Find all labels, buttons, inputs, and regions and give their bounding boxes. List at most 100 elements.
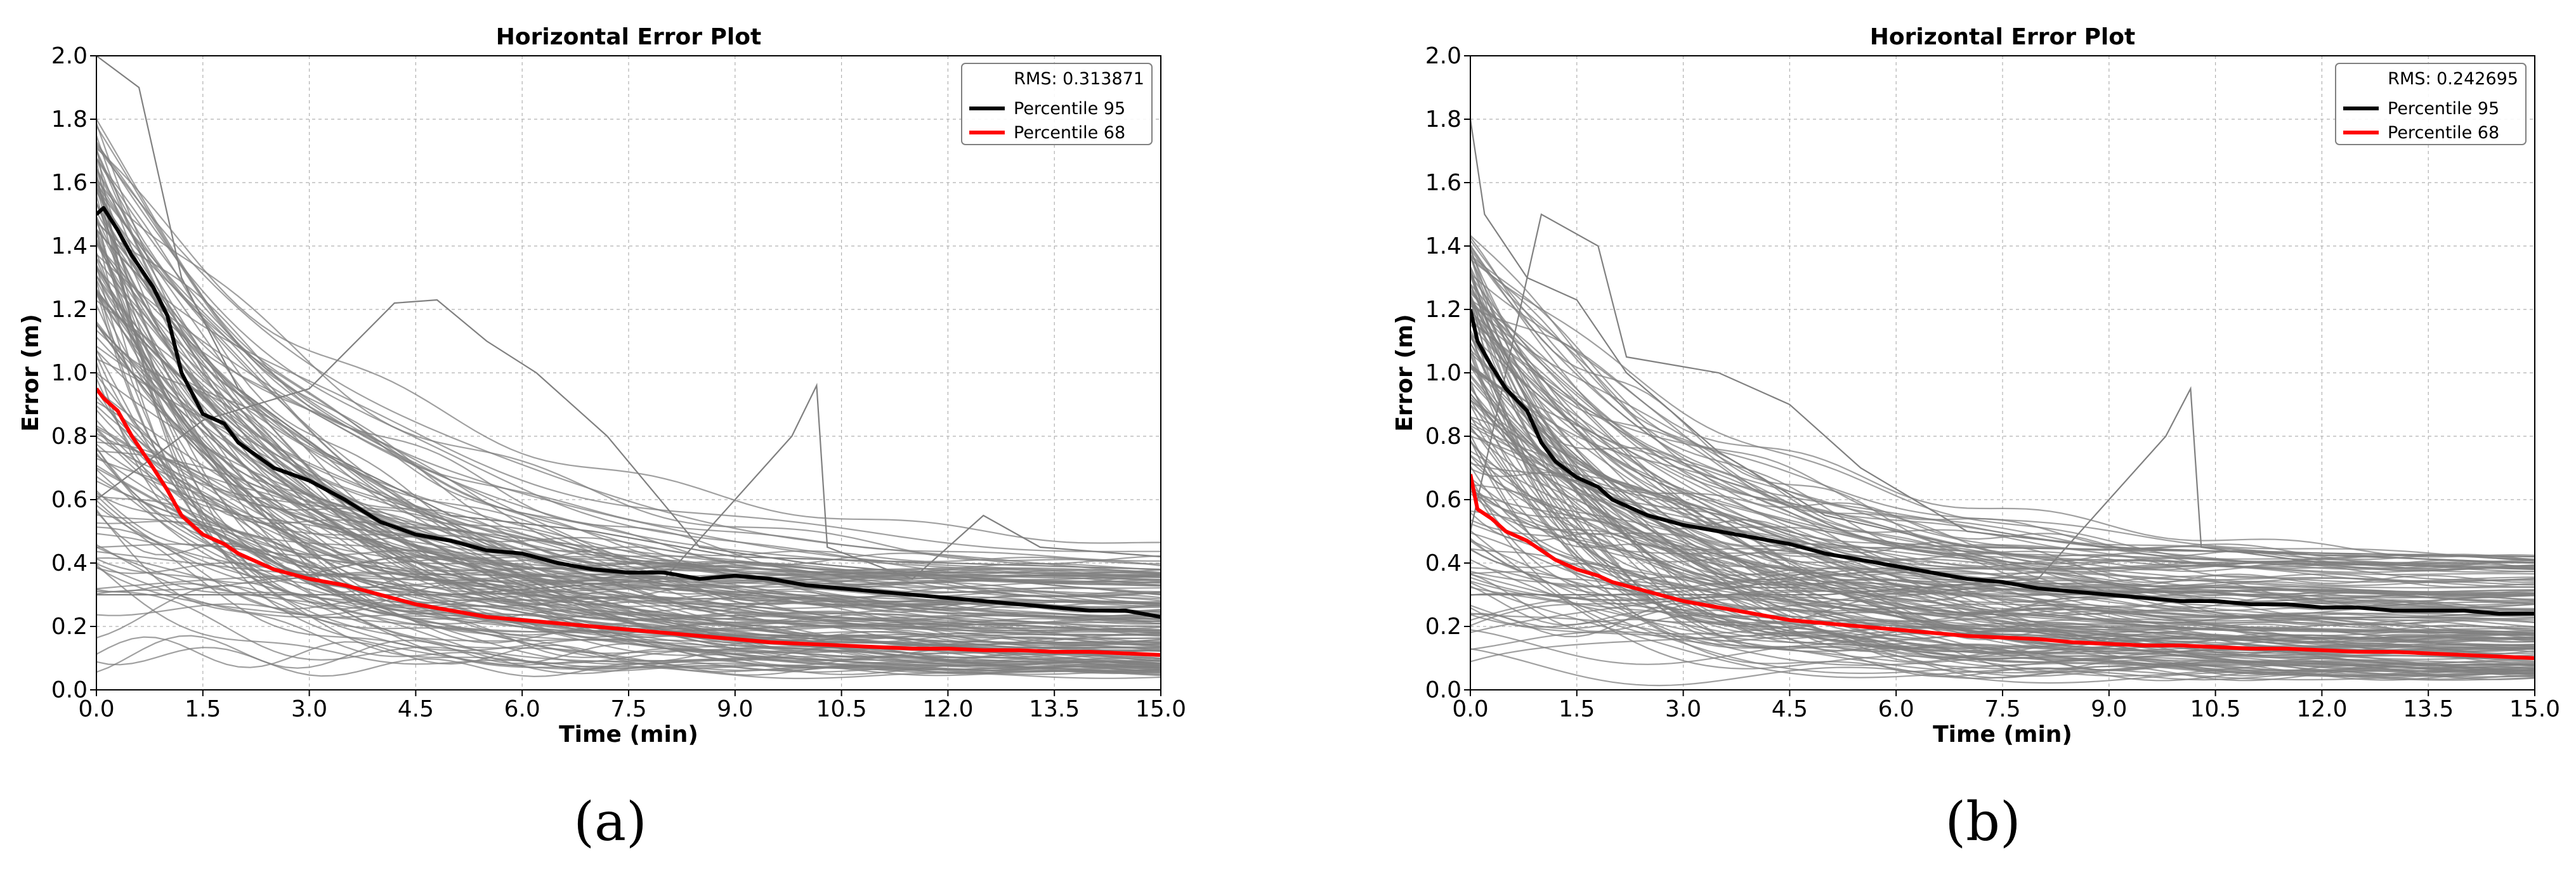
simulation-run-line xyxy=(1470,295,2535,596)
simulation-run-line xyxy=(1470,119,2535,558)
panel-b: 0.0 1.5 3.0 4.5 6.0 7.5 9.0 10.5 12.0 13.5 15.00.0… xyxy=(1392,24,2560,853)
legend: RMS: 0.242695 Percentile 95 Percentile 68 xyxy=(2335,63,2527,145)
legend-percentile-68-label: Percentile 68 xyxy=(1014,123,1125,143)
percentile-95-line xyxy=(1470,309,2535,616)
x-tick-label: 12.0 xyxy=(2296,696,2347,722)
chart-title: Horizontal Error Plot xyxy=(1870,24,2135,50)
panel-caption: (b) xyxy=(1945,791,2020,853)
simulation-run-line xyxy=(1470,416,2535,562)
simulation-run-line xyxy=(96,228,1161,552)
legend-box xyxy=(961,63,1153,145)
y-tick-label: 1.2 xyxy=(1425,297,1461,323)
panel-caption: (a) xyxy=(573,791,647,853)
simulation-run-line xyxy=(96,526,1161,644)
simulation-run-line xyxy=(96,183,1161,623)
simulation-run-line xyxy=(96,573,1161,590)
y-tick-label: 0.0 xyxy=(51,677,88,703)
simulation-run-line xyxy=(96,145,1161,574)
x-tick-label: 6.0 xyxy=(504,696,540,722)
simulation-run-line xyxy=(1470,629,2535,665)
y-tick-label: 1.0 xyxy=(1425,360,1461,386)
simulation-run-line xyxy=(96,405,1161,634)
simulation-run-line xyxy=(1470,289,2535,666)
legend-rms-value: RMS: 0.313871 xyxy=(1014,69,1144,89)
x-tick-label: 9.0 xyxy=(717,696,753,722)
simulation-run-line xyxy=(1470,587,2535,675)
simulation-run-line xyxy=(96,259,1161,623)
x-tick-label: 3.0 xyxy=(291,696,327,722)
simulation-run-line xyxy=(1470,249,2535,596)
x-tick-label: 15.0 xyxy=(2509,696,2560,722)
simulation-run-line xyxy=(1470,468,2535,569)
simulation-run-line xyxy=(1470,519,2535,637)
x-tick-label: 9.0 xyxy=(2091,696,2127,722)
simulation-run-line xyxy=(1470,612,2535,671)
y-axis-label: Error (m) xyxy=(1392,314,1418,432)
y-tick-label: 1.2 xyxy=(51,297,88,323)
x-tick-label: 4.5 xyxy=(398,696,434,722)
y-tick-label: 2.0 xyxy=(51,43,88,69)
x-axis: 0.0 1.5 3.0 4.5 6.0 7.5 9.0 10.5 12.0 13.5 15.0 xyxy=(78,690,1186,722)
chart-title: Horizontal Error Plot xyxy=(496,24,761,50)
percentile-series xyxy=(96,206,1161,657)
simulation-run-line xyxy=(96,254,1161,582)
y-tick-label: 0.0 xyxy=(1425,677,1461,703)
y-tick-label: 1.6 xyxy=(51,170,88,196)
y-tick-label: 1.4 xyxy=(51,233,88,259)
simulation-run-line xyxy=(1470,607,2535,640)
x-axis-label: Time (min) xyxy=(559,722,698,748)
simulation-run-line xyxy=(96,321,1161,597)
simulation-run-line xyxy=(1470,269,2535,597)
x-tick-label: 0.0 xyxy=(78,696,114,722)
x-tick-label: 15.0 xyxy=(1135,696,1186,722)
simulation-run-line xyxy=(96,544,1161,630)
simulation-run-line xyxy=(1470,532,2535,633)
x-tick-label: 7.5 xyxy=(1984,696,2020,722)
simulation-run-line xyxy=(96,56,1161,571)
simulation-run-line xyxy=(1470,237,2535,615)
simulation-run-line xyxy=(96,151,1161,613)
y-tick-label: 2.0 xyxy=(1425,43,1461,69)
percentile-95-line xyxy=(96,206,1161,619)
simulation-run-line xyxy=(1470,320,2535,564)
simulation-run-line xyxy=(1470,422,2535,635)
y-tick-label: 0.2 xyxy=(51,614,88,640)
simulation-run-line xyxy=(1470,362,2535,573)
simulation-run-line xyxy=(1470,259,2535,637)
x-tick-label: 3.0 xyxy=(1665,696,1701,722)
simulation-run-line xyxy=(1470,213,2535,564)
y-tick-label: 0.8 xyxy=(51,424,88,450)
y-axis-label: Error (m) xyxy=(18,314,44,432)
percentile-68-line xyxy=(1470,474,2535,660)
simulation-run-line xyxy=(1470,240,2535,567)
simulation-run-line xyxy=(1470,256,2535,581)
y-axis: 0.0 0.2 0.4 0.6 0.8 1.0 1.2 1.4 1.6 1.8 2.0 xyxy=(1425,43,1470,703)
percentile-series xyxy=(1470,309,2535,660)
simulation-run-line xyxy=(96,168,1161,649)
y-tick-label: 0.2 xyxy=(1425,614,1461,640)
simulation-run-line xyxy=(1470,347,2535,682)
x-tick-label: 12.0 xyxy=(922,696,973,722)
simulation-run-line xyxy=(1470,301,2535,573)
x-tick-label: 1.5 xyxy=(1559,696,1595,722)
simulation-run-line xyxy=(96,147,1161,544)
simulation-run-line xyxy=(96,158,1161,644)
simulation-run-line xyxy=(1470,257,2535,628)
simulation-run-line xyxy=(96,323,1161,675)
legend-rms-value: RMS: 0.242695 xyxy=(2388,69,2518,89)
simulation-run-line xyxy=(96,289,1161,646)
simulation-run-line xyxy=(1470,439,2535,655)
simulation-run-line xyxy=(96,265,1161,663)
simulation-run-line xyxy=(1470,396,2535,606)
simulation-run-line xyxy=(1470,454,2535,667)
x-tick-label: 1.5 xyxy=(185,696,221,722)
simulation-run-line xyxy=(96,455,1161,618)
simulation-run-line xyxy=(96,149,1161,605)
x-tick-label: 4.5 xyxy=(1772,696,1808,722)
simulation-run-line xyxy=(96,221,1161,599)
y-tick-label: 1.4 xyxy=(1425,233,1461,259)
simulation-run-line xyxy=(96,299,1161,596)
simulation-run-line xyxy=(1470,399,2535,590)
simulation-run-line xyxy=(96,425,1161,576)
legend-percentile-68-label: Percentile 68 xyxy=(2388,123,2499,143)
